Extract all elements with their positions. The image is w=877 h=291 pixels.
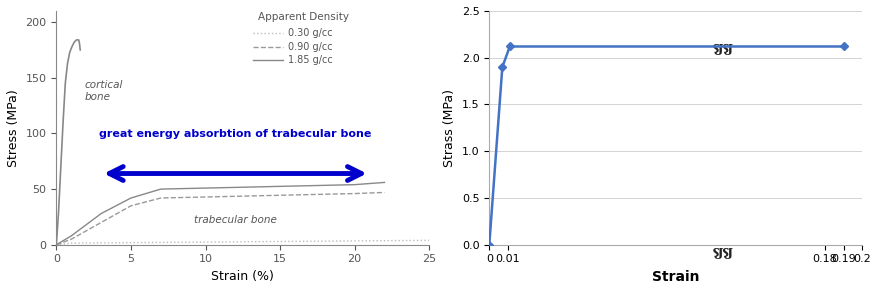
Text: 0.90 g/cc: 0.90 g/cc	[287, 42, 332, 52]
X-axis label: Strain (%): Strain (%)	[211, 270, 274, 283]
Text: cortical
bone: cortical bone	[84, 80, 123, 102]
Text: 1.85 g/cc: 1.85 g/cc	[287, 55, 332, 65]
Y-axis label: Stress (MPa): Stress (MPa)	[7, 89, 20, 167]
Text: Apparent Density: Apparent Density	[258, 12, 348, 22]
Text: 0.30 g/cc: 0.30 g/cc	[287, 28, 332, 38]
Text: great energy absorbtion of trabecular bone: great energy absorbtion of trabecular bo…	[99, 129, 371, 139]
Y-axis label: Strass (MPa): Strass (MPa)	[443, 89, 456, 167]
Text: trabecular bone: trabecular bone	[194, 214, 276, 225]
Text: ßß: ßß	[711, 40, 732, 54]
Text: ßß: ßß	[711, 243, 732, 258]
X-axis label: Strain: Strain	[652, 270, 699, 284]
